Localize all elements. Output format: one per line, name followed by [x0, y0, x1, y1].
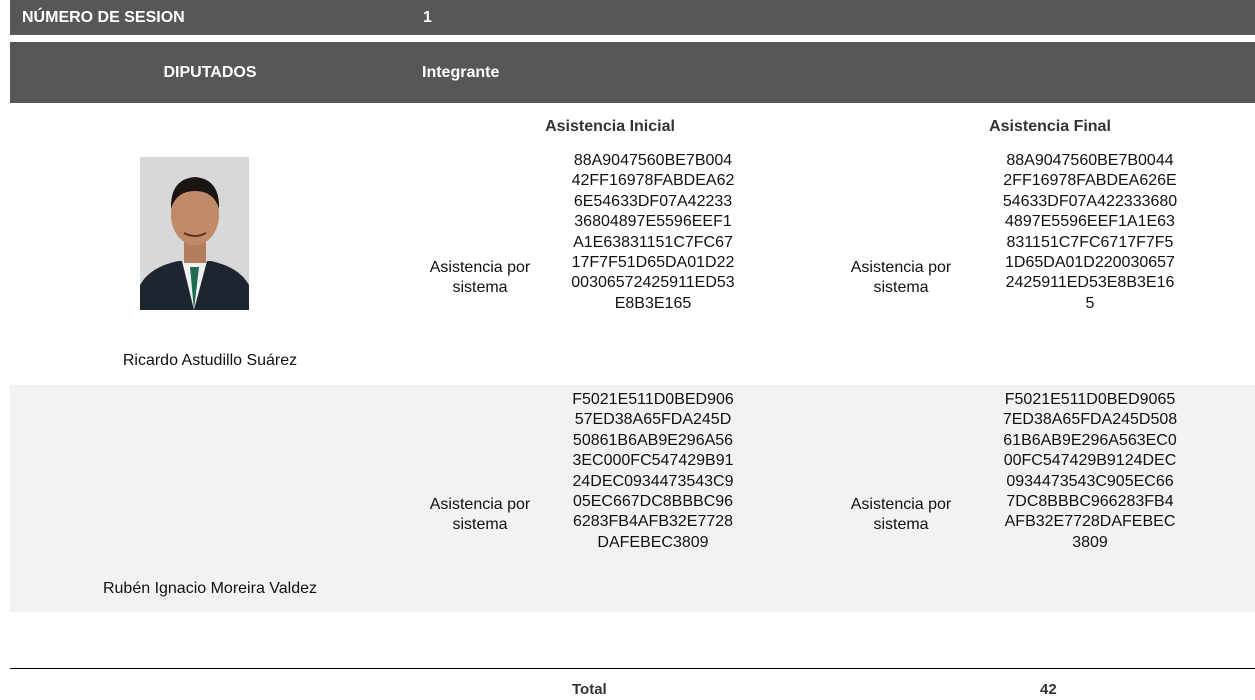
hash-line: 6E54633DF07A42233: [573, 192, 733, 210]
hash-line: 88A9047560BE7B0044: [1006, 152, 1174, 169]
attendance-type: Asistencia por sistema: [850, 259, 952, 297]
hash-line: 61B6AB9E296A563EC0: [1003, 431, 1177, 449]
member-name: Ricardo Astudillo Suárez: [122, 352, 298, 369]
hash-line: F5021E511D0BED906: [572, 391, 734, 408]
hash-line: 4897E5596EEF1A1E63: [1005, 213, 1175, 231]
member-name: Rubén Ignacio Moreira Valdez: [102, 580, 318, 597]
hash-line: 831151C7FC6717F7F5: [1006, 233, 1174, 251]
hash-line: 17F7F51D65DA01D22: [571, 254, 735, 272]
session-label: NÚMERO DE SESION: [22, 9, 185, 26]
table-header: DIPUTADOS Integrante: [10, 42, 1255, 103]
hash-block: 88A9047560BE7B0044 2FF16978FABDEA626E 5463…: [990, 151, 1190, 314]
col-final: Asistencia Final: [989, 118, 1111, 135]
hash-line: 54633DF07A422333680: [1002, 192, 1178, 210]
hash-line: DAFEBEC3809: [597, 533, 709, 551]
total-label: Total: [572, 681, 607, 698]
attendance-type: Asistencia por sistema: [429, 496, 531, 534]
hash-line: 42FF16978FABDEA62: [571, 172, 735, 190]
hash-line: 6283FB4AFB32E7728: [572, 513, 734, 531]
hash-line: 57ED38A65FDA245D: [574, 411, 732, 429]
hash-line: 7ED38A65FDA245D508: [1002, 411, 1178, 429]
hash-line: 00306572425911ED53: [571, 274, 735, 292]
hash-line: E8B3E165: [614, 294, 692, 312]
hash-line: AFB32E7728DAFEBEC: [1004, 513, 1176, 531]
attendance-type: Asistencia por sistema: [850, 496, 952, 534]
attendance-type: Asistencia por sistema: [429, 259, 531, 297]
col-initial: Asistencia Inicial: [545, 118, 675, 135]
hash-block: F5021E511D0BED906 57ED38A65FDA245D 50861B6…: [553, 390, 753, 553]
diputados-label: DIPUTADOS: [163, 64, 257, 81]
session-bar: NÚMERO DE SESION 1: [10, 0, 1255, 35]
hash-line: 36804897E5596EEF1: [574, 213, 732, 231]
hash-line: 88A9047560BE7B004: [573, 152, 733, 169]
hash-block: 88A9047560BE7B004 42FF16978FABDEA62 6E5463…: [553, 151, 753, 314]
hash-line: 1D65DA01D220030657: [1005, 254, 1175, 272]
session-value: 1: [423, 9, 432, 26]
hash-block: F5021E511D0BED9065 7ED38A65FDA245D508 61B6…: [990, 390, 1190, 553]
hash-line: 05EC667DC8BBBC96: [572, 493, 734, 511]
hash-line: 3EC000FC547429B91: [572, 452, 734, 470]
hash-line: 00FC547429B9124DEC: [1003, 452, 1177, 470]
divider: [10, 668, 1255, 669]
hash-line: 7DC8BBBC966283FB4: [1006, 493, 1174, 511]
total-value: 42: [1040, 681, 1057, 698]
hash-line: 3809: [1072, 533, 1108, 551]
row: [10, 385, 1255, 612]
hash-line: 24DEC0934473543C9: [572, 472, 734, 490]
hash-line: 50861B6AB9E296A56: [572, 431, 734, 449]
hash-line: F5021E511D0BED9065: [1004, 391, 1176, 408]
hash-line: 2FF16978FABDEA626E: [1003, 172, 1177, 190]
hash-line: 5: [1085, 294, 1095, 312]
integrante-label: Integrante: [422, 64, 500, 81]
hash-line: 2425911ED53E8B3E16: [1005, 274, 1175, 292]
hash-line: A1E63831151C7FC67: [573, 233, 733, 251]
hash-line: 0934473543C905EC66: [1006, 472, 1174, 490]
photo: [140, 157, 249, 310]
